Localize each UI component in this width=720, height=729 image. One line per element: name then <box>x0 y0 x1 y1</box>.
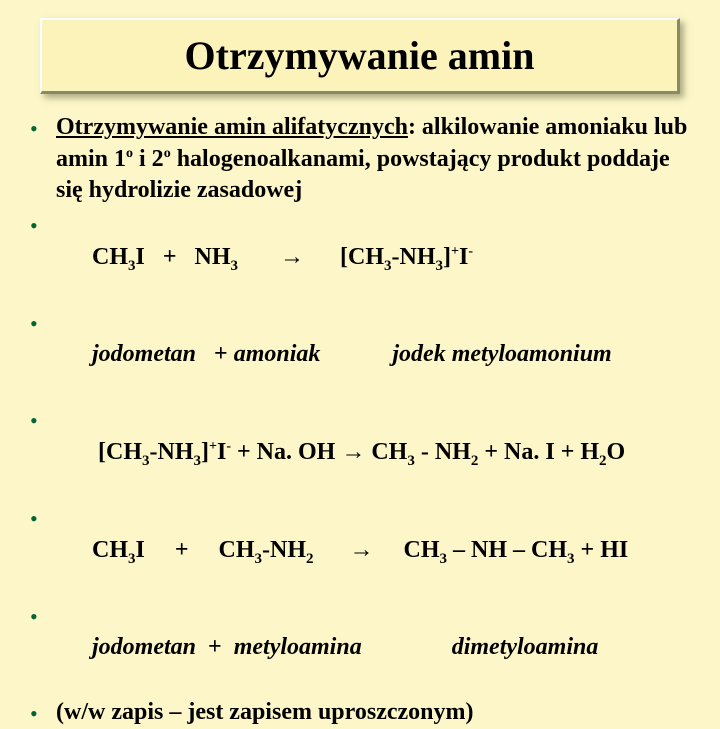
text: CH <box>92 537 128 563</box>
text: -NH <box>150 439 194 465</box>
bullet-text: jodometan + metyloamina dimetyloamina <box>56 600 598 695</box>
subscript: 2 <box>306 551 314 567</box>
italic-text: jodek metyloamonium <box>392 341 611 367</box>
superscript: + <box>451 244 459 259</box>
superscript: + <box>209 439 217 454</box>
text: [CH <box>98 439 142 465</box>
subscript: 3 <box>142 453 150 469</box>
italic-text: amoniak <box>234 341 321 367</box>
subscript: 3 <box>440 551 448 567</box>
bullet-text: CH3I + CH3-NH2 → CH3 – NH – CH3 + HI <box>56 502 628 598</box>
bullet-text: (w/w zapis – jest zapisem uproszczonym) <box>56 697 474 729</box>
bullet-marker: • <box>28 112 56 143</box>
subscript: 3 <box>255 551 263 567</box>
superscript: o <box>126 146 133 161</box>
text: ] <box>443 244 451 270</box>
text: I <box>217 439 226 465</box>
underlined-lead: Otrzymywanie amin alifatycznych <box>56 114 408 140</box>
text <box>374 537 404 563</box>
text: + HI <box>575 537 629 563</box>
bullet-marker: • <box>28 404 56 435</box>
text: + Na. I + H <box>478 439 599 465</box>
text: – NH – CH <box>447 537 567 563</box>
text <box>320 341 392 367</box>
arrow-icon: → <box>280 243 304 270</box>
bullet-text: Otrzymywanie amin alifatycznych: alkilow… <box>56 112 692 207</box>
text: CH <box>404 537 440 563</box>
bullet-marker: • <box>28 697 56 728</box>
page-title: Otrzymywanie amin <box>185 32 535 79</box>
text: I + NH <box>136 244 231 270</box>
bullet-item: • [CH3-NH3]+I- + Na. OH → CH3 - NH2 + Na… <box>28 404 692 500</box>
text <box>238 244 280 270</box>
text <box>304 244 340 270</box>
text: + <box>196 634 234 660</box>
bullet-marker: • <box>28 209 56 240</box>
subscript: 3 <box>567 551 575 567</box>
text: [CH <box>340 244 384 270</box>
text: + Na. OH <box>231 439 341 465</box>
text: -NH <box>392 244 436 270</box>
subscript: 3 <box>384 257 392 273</box>
bullet-marker: • <box>28 502 56 533</box>
title-box: Otrzymywanie amin <box>40 18 680 94</box>
subscript: 2 <box>599 453 607 469</box>
text: I + CH <box>136 537 255 563</box>
italic-text: jodometan <box>92 341 196 367</box>
bullet-text: CH3I + NH3 → [CH3-NH3]+I- <box>56 209 473 305</box>
italic-text: jodometan <box>92 634 196 660</box>
text: O <box>607 439 626 465</box>
text: - NH <box>415 439 471 465</box>
text <box>362 634 452 660</box>
text: CH <box>365 439 407 465</box>
bullet-text: [CH3-NH3]+I- + Na. OH → CH3 - NH2 + Na. … <box>56 404 625 500</box>
subscript: 3 <box>436 257 444 273</box>
text: ] <box>201 439 209 465</box>
text: I <box>459 244 468 270</box>
text <box>314 537 350 563</box>
bullet-marker: • <box>28 307 56 338</box>
subscript: 3 <box>128 257 136 273</box>
arrow-icon: → <box>341 438 365 465</box>
subscript: 3 <box>128 551 136 567</box>
bullet-item: • (w/w zapis – jest zapisem uproszczonym… <box>28 697 692 729</box>
text: (w/w zapis – jest zapisem uproszczonym) <box>56 699 474 725</box>
subscript: 3 <box>407 453 415 469</box>
subscript: 3 <box>231 257 239 273</box>
bullet-item: • jodometan + amoniak jodek metyloamoniu… <box>28 307 692 402</box>
bullet-marker: • <box>28 600 56 631</box>
bullet-item: • jodometan + metyloamina dimetyloamina <box>28 600 692 695</box>
bullet-item: • CH3I + NH3 → [CH3-NH3]+I- <box>28 209 692 305</box>
italic-text: dimetyloamina <box>452 634 599 660</box>
text: CH <box>92 244 128 270</box>
bullet-item: • Otrzymywanie amin alifatycznych: alkil… <box>28 112 692 207</box>
text: + <box>196 341 234 367</box>
content-area: • Otrzymywanie amin alifatycznych: alkil… <box>0 112 720 729</box>
bullet-text: jodometan + amoniak jodek metyloamonium <box>56 307 612 402</box>
bullet-item: • CH3I + CH3-NH2 → CH3 – NH – CH3 + HI <box>28 502 692 598</box>
text: i 2 <box>133 146 164 172</box>
subscript: 3 <box>194 453 202 469</box>
italic-text: metyloamina <box>234 634 362 660</box>
superscript: - <box>468 244 473 259</box>
superscript: o <box>164 146 171 161</box>
text: -NH <box>262 537 306 563</box>
